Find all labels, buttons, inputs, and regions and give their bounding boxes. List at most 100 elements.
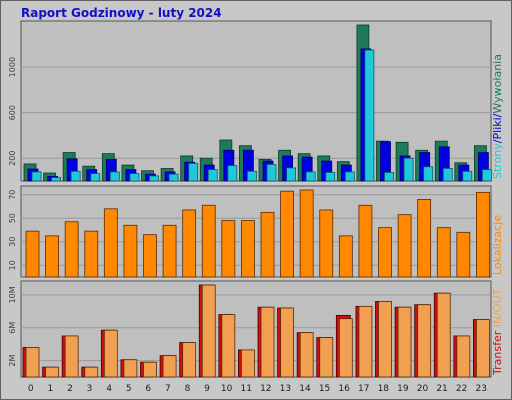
visits-bar bbox=[103, 208, 118, 278]
in-out-bar bbox=[436, 292, 451, 378]
hits-bar bbox=[227, 165, 238, 182]
legend-item: / bbox=[491, 312, 504, 316]
x-tick-label: 16 bbox=[338, 384, 350, 394]
y-tick-label: 600 bbox=[8, 105, 17, 120]
in-out-bar bbox=[378, 301, 392, 378]
in-out-bar bbox=[25, 347, 40, 378]
legend-item: / bbox=[491, 139, 504, 143]
hits-bar bbox=[129, 173, 140, 182]
visits-bar bbox=[123, 224, 138, 278]
legend-item: Lokalizacje bbox=[491, 215, 504, 275]
x-tick-label: 1 bbox=[48, 384, 54, 394]
in-out-bar bbox=[397, 306, 412, 378]
x-tick-label: 22 bbox=[456, 384, 467, 394]
x-tick-label: 12 bbox=[260, 384, 271, 394]
x-tick-label: 11 bbox=[240, 384, 251, 394]
hits-bar bbox=[325, 172, 336, 182]
x-tick-label: 23 bbox=[475, 384, 486, 394]
in-out-bar bbox=[162, 355, 177, 378]
hits-bar bbox=[344, 171, 355, 182]
y-tick-label: 10M bbox=[8, 286, 17, 303]
plot-area bbox=[20, 185, 492, 278]
legend-item: Strony bbox=[491, 143, 504, 179]
legend: Transfer IN/OUT bbox=[491, 288, 504, 376]
x-tick-label: 7 bbox=[165, 384, 171, 394]
x-tick-label: 13 bbox=[280, 384, 291, 394]
plot-area bbox=[20, 20, 492, 182]
legend-item: IN bbox=[491, 316, 504, 331]
in-out-bar bbox=[358, 305, 373, 378]
visits-bar bbox=[182, 209, 197, 278]
visits-bar bbox=[64, 221, 79, 278]
x-tick-label: 4 bbox=[106, 384, 112, 394]
in-out-bar bbox=[182, 342, 197, 378]
in-out-bar bbox=[417, 304, 432, 378]
in-out-bar bbox=[241, 349, 255, 378]
hits-bar bbox=[462, 170, 473, 182]
in-out-bar bbox=[64, 335, 79, 378]
hits-bar bbox=[109, 171, 120, 182]
x-tick-label: 14 bbox=[299, 384, 311, 394]
y-tick-label: 30 bbox=[8, 237, 17, 247]
hits-bar bbox=[266, 164, 277, 182]
in-out-bar bbox=[476, 319, 490, 378]
in-out-bar bbox=[456, 335, 471, 378]
x-tick-label: 15 bbox=[319, 384, 330, 394]
visits-bar bbox=[241, 220, 255, 278]
visits-bar bbox=[378, 227, 392, 278]
visits-bar bbox=[456, 231, 471, 278]
visits-bar bbox=[260, 211, 275, 278]
in-out-bar bbox=[221, 314, 236, 378]
visits-bar bbox=[45, 235, 59, 278]
x-tick-label: 10 bbox=[221, 384, 233, 394]
visits-bar bbox=[338, 235, 353, 278]
hits-bar bbox=[207, 169, 218, 182]
x-tick-label: 19 bbox=[397, 384, 409, 394]
in-out-bar bbox=[84, 366, 99, 378]
in-out-bar bbox=[103, 329, 118, 378]
transfer-panel: 2M 6M 10M Transfer IN/OUT bbox=[8, 280, 504, 378]
legend-item: OUT bbox=[491, 288, 504, 312]
visits-bar bbox=[397, 214, 412, 278]
visits-bar bbox=[319, 209, 334, 278]
visits-bar bbox=[280, 190, 294, 278]
hits-bar bbox=[90, 173, 101, 182]
x-tick-label: 18 bbox=[378, 384, 390, 394]
hits-bar bbox=[364, 49, 375, 182]
hits-bar bbox=[51, 177, 61, 182]
visits-bar bbox=[201, 204, 216, 278]
legend-item: Wywołania bbox=[491, 54, 504, 114]
in-out-bar bbox=[143, 361, 157, 378]
y-tick-label: 2M bbox=[8, 354, 17, 366]
hits-bar bbox=[247, 170, 257, 182]
hits-bar bbox=[482, 169, 492, 182]
x-tick-label: 2 bbox=[67, 384, 73, 394]
hits-bar bbox=[423, 166, 434, 182]
legend: Strony/Pliki/Wywołania bbox=[491, 54, 504, 179]
y-tick-label: 50 bbox=[8, 213, 17, 223]
visits-bar bbox=[221, 220, 236, 278]
visits-bar bbox=[84, 230, 99, 278]
x-tick-label: 3 bbox=[87, 384, 93, 394]
x-tick-label: 6 bbox=[145, 384, 151, 394]
in-out-bar bbox=[338, 318, 353, 378]
visits-bar bbox=[476, 191, 490, 278]
in-out-bar bbox=[280, 307, 294, 378]
visits-bar bbox=[143, 234, 157, 278]
hits-bar bbox=[168, 173, 179, 182]
x-tick-label: 17 bbox=[358, 384, 369, 394]
visits-bar bbox=[299, 189, 314, 278]
x-tick-label: 20 bbox=[417, 384, 429, 394]
visits-bar bbox=[436, 227, 451, 278]
legend-item: Transfer bbox=[491, 330, 504, 376]
visits-bar bbox=[417, 199, 432, 278]
visits-panel: 10 30 50 70 Lokalizacje bbox=[8, 185, 504, 278]
in-out-bar bbox=[319, 337, 334, 378]
visits-bar bbox=[25, 230, 40, 278]
in-out-bar bbox=[201, 284, 216, 378]
x-tick-label: 0 bbox=[28, 384, 34, 394]
hits-bar bbox=[384, 172, 394, 182]
x-tick-label: 21 bbox=[436, 384, 447, 394]
